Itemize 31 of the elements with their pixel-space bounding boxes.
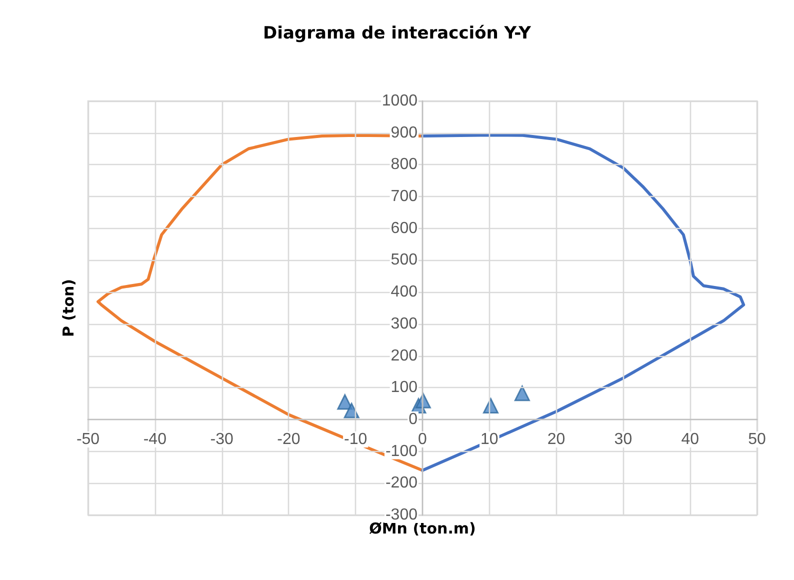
y-tick-label: 100 bbox=[390, 379, 418, 396]
y-tick-label: 1000 bbox=[382, 92, 418, 110]
x-tick-label: 10 bbox=[480, 430, 498, 448]
x-tick-label: -10 bbox=[344, 430, 368, 448]
chart-title: Diagrama de interacción Y-Y bbox=[263, 24, 532, 44]
y-tick-label: 700 bbox=[390, 188, 418, 206]
y-tick-label: 500 bbox=[390, 252, 418, 269]
point bbox=[344, 402, 360, 418]
y-axis-title: P (ton) bbox=[60, 278, 78, 338]
y-tick-label: 400 bbox=[390, 284, 418, 301]
x-tick-label: 30 bbox=[614, 430, 632, 448]
point bbox=[337, 394, 353, 410]
y-tick-label: 0 bbox=[408, 410, 418, 428]
y-tick-label: 300 bbox=[390, 315, 418, 332]
y-tick-label: 200 bbox=[390, 347, 418, 364]
x-tick-label: 20 bbox=[547, 430, 566, 448]
point bbox=[415, 392, 431, 408]
y-tick-label: 900 bbox=[390, 124, 418, 142]
y-tick-label: -200 bbox=[385, 474, 418, 492]
x-tick-label: 40 bbox=[681, 430, 700, 448]
x-tick-label: -30 bbox=[210, 430, 234, 448]
x-tick-label: 50 bbox=[748, 430, 766, 448]
y-tick-label: 800 bbox=[390, 156, 418, 174]
y-tick-label: -100 bbox=[385, 442, 418, 460]
point bbox=[482, 398, 498, 414]
y-tick-label: 600 bbox=[390, 220, 418, 237]
x-tick-label: -40 bbox=[143, 430, 167, 448]
y-tick-label: -300 bbox=[385, 506, 418, 524]
x-tick-label: -20 bbox=[277, 430, 300, 448]
point bbox=[514, 386, 530, 402]
x-tick-label: -50 bbox=[76, 430, 100, 448]
